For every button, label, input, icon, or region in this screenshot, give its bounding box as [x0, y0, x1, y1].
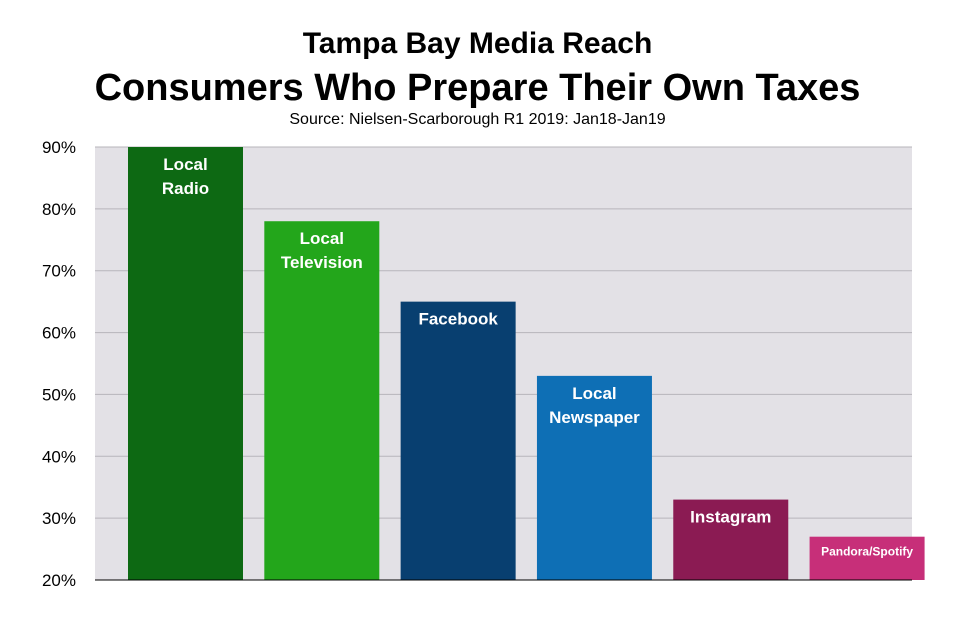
y-tick-label: 30% — [42, 509, 76, 528]
y-tick-label: 90% — [42, 138, 76, 157]
y-tick-label: 20% — [42, 571, 76, 590]
bar-label: Pandora/Spotify — [821, 545, 913, 559]
y-tick-label: 50% — [42, 385, 76, 404]
chart-title: Tampa Bay Media Reach — [302, 27, 653, 60]
y-tick-label: 80% — [42, 200, 76, 219]
bar-label: Newspaper — [549, 408, 640, 427]
y-tick-label: 70% — [42, 262, 76, 281]
bar — [128, 147, 243, 580]
bar-labels: Local Radio Local Television Facebook Local Ne… — [162, 155, 914, 559]
bar — [400, 301, 516, 580]
y-axis: 20% 30% 40% 50% 60% 70% 80% 90% — [42, 138, 76, 590]
bar — [673, 499, 789, 580]
bar — [809, 536, 925, 580]
bar-label: Television — [281, 253, 363, 272]
y-tick-label: 40% — [42, 447, 76, 466]
chart-subtitle: Consumers Who Prepare Their Own Taxes — [94, 67, 861, 109]
bar-label: Instagram — [690, 508, 771, 527]
bar-label: Radio — [162, 179, 209, 198]
bar — [264, 221, 380, 580]
bar-label: Local — [572, 384, 616, 403]
bar-label: Local — [163, 155, 207, 174]
y-tick-label: 60% — [42, 324, 76, 343]
bar-label: Facebook — [418, 310, 498, 329]
chart-source: Source: Nielsen-Scarborough R1 2019: Jan… — [289, 111, 666, 128]
bar — [536, 375, 652, 580]
bars — [128, 147, 925, 580]
bar-label: Local — [300, 229, 344, 248]
